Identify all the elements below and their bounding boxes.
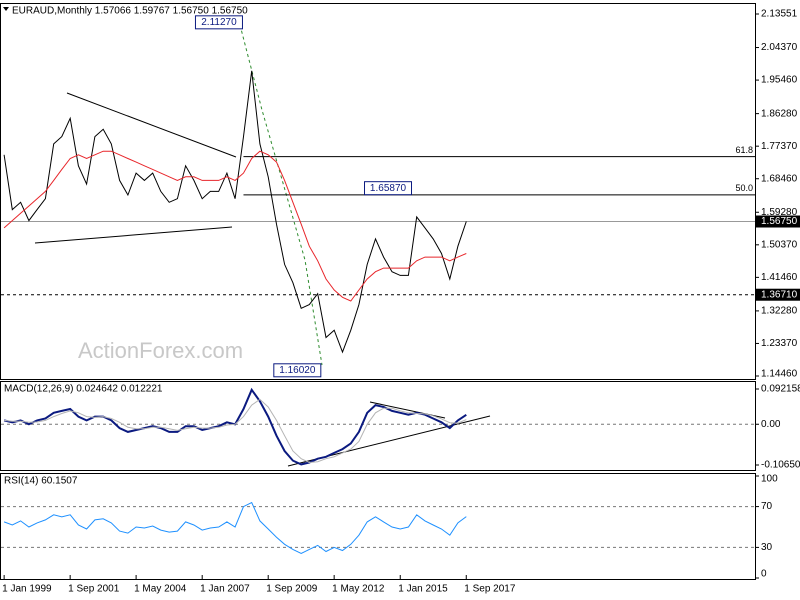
- y-tick-label: 0: [761, 569, 767, 580]
- y-tick-label: 1.32280: [761, 306, 798, 317]
- annotation-label: 1.65870: [370, 183, 407, 194]
- fib-label: 50.0: [735, 183, 753, 193]
- series-line: [4, 398, 467, 464]
- triangle-upper: [66, 92, 237, 158]
- y-tick-label: 1.68460: [761, 173, 798, 184]
- watermark: ActionForex.com: [78, 338, 243, 363]
- title-icon: [3, 7, 9, 11]
- annotation-box: [364, 181, 413, 196]
- x-tick-label: 1 May 2012: [332, 584, 385, 595]
- panel-title: RSI(14) 60.1507: [4, 476, 78, 487]
- y-tick-label: 1.14460: [761, 369, 798, 380]
- y-tick-label: 0.092158: [761, 384, 800, 395]
- y-tick-label: 70: [761, 501, 773, 512]
- y-tick-label: 1.77370: [761, 141, 798, 152]
- y-tick-label: 1.86280: [761, 108, 798, 119]
- series-line: [3, 70, 467, 354]
- series-line: [3, 501, 467, 555]
- annotation-label: 2.11270: [201, 17, 237, 28]
- series-line: [3, 387, 467, 466]
- y-tick-label: 1.95460: [761, 75, 798, 86]
- annotation-box: [273, 363, 322, 378]
- y-tick-label: 1.41460: [761, 272, 798, 283]
- fib-label: 61.8: [735, 145, 753, 155]
- triangle-spacer: [35, 93, 67, 243]
- x-tick-label: 1 Jan 2007: [200, 584, 250, 595]
- y-tick-label: 30: [761, 542, 773, 553]
- panel-frame: [0, 381, 756, 471]
- price-level-box: [756, 215, 800, 228]
- x-tick-label: 1 Sep 2009: [266, 584, 318, 595]
- annotation-box: [194, 15, 243, 30]
- x-tick-label: 1 Sep 2001: [68, 584, 120, 595]
- y-tick-label: 2.13551: [761, 9, 798, 20]
- x-tick-label: 1 Jan 1999: [2, 584, 52, 595]
- y-tick-label: 1.23370: [761, 338, 798, 349]
- x-tick-label: 1 May 2004: [134, 584, 187, 595]
- annotation-label: 1.16020: [279, 365, 316, 376]
- y-tick-label: 1.59280: [761, 207, 798, 218]
- price-level-label: 1.36710: [761, 289, 798, 300]
- panel-title: EURAUD,Monthly 1.57066 1.59767 1.56750 1…: [12, 6, 248, 17]
- series-line: [3, 150, 467, 302]
- x-tick-label: 1 Sep 2017: [464, 584, 516, 595]
- trend-lines: [34, 24, 491, 467]
- y-tick-label: 1.50370: [761, 239, 798, 250]
- y-tick-label: 0.00: [761, 419, 781, 430]
- price-level-label: 1.56750: [761, 216, 798, 227]
- y-tick-label: 2.04370: [761, 42, 798, 53]
- y-tick-label: 100: [761, 474, 778, 485]
- y-tick-label: -0.106503: [761, 460, 800, 471]
- x-tick-label: 1 Jan 2015: [398, 584, 448, 595]
- panel-frame: [0, 473, 756, 580]
- panel-title: MACD(12,26,9) 0.024642 0.012221: [4, 384, 163, 395]
- price-level-box: [756, 288, 800, 301]
- triangle-lower: [34, 226, 233, 244]
